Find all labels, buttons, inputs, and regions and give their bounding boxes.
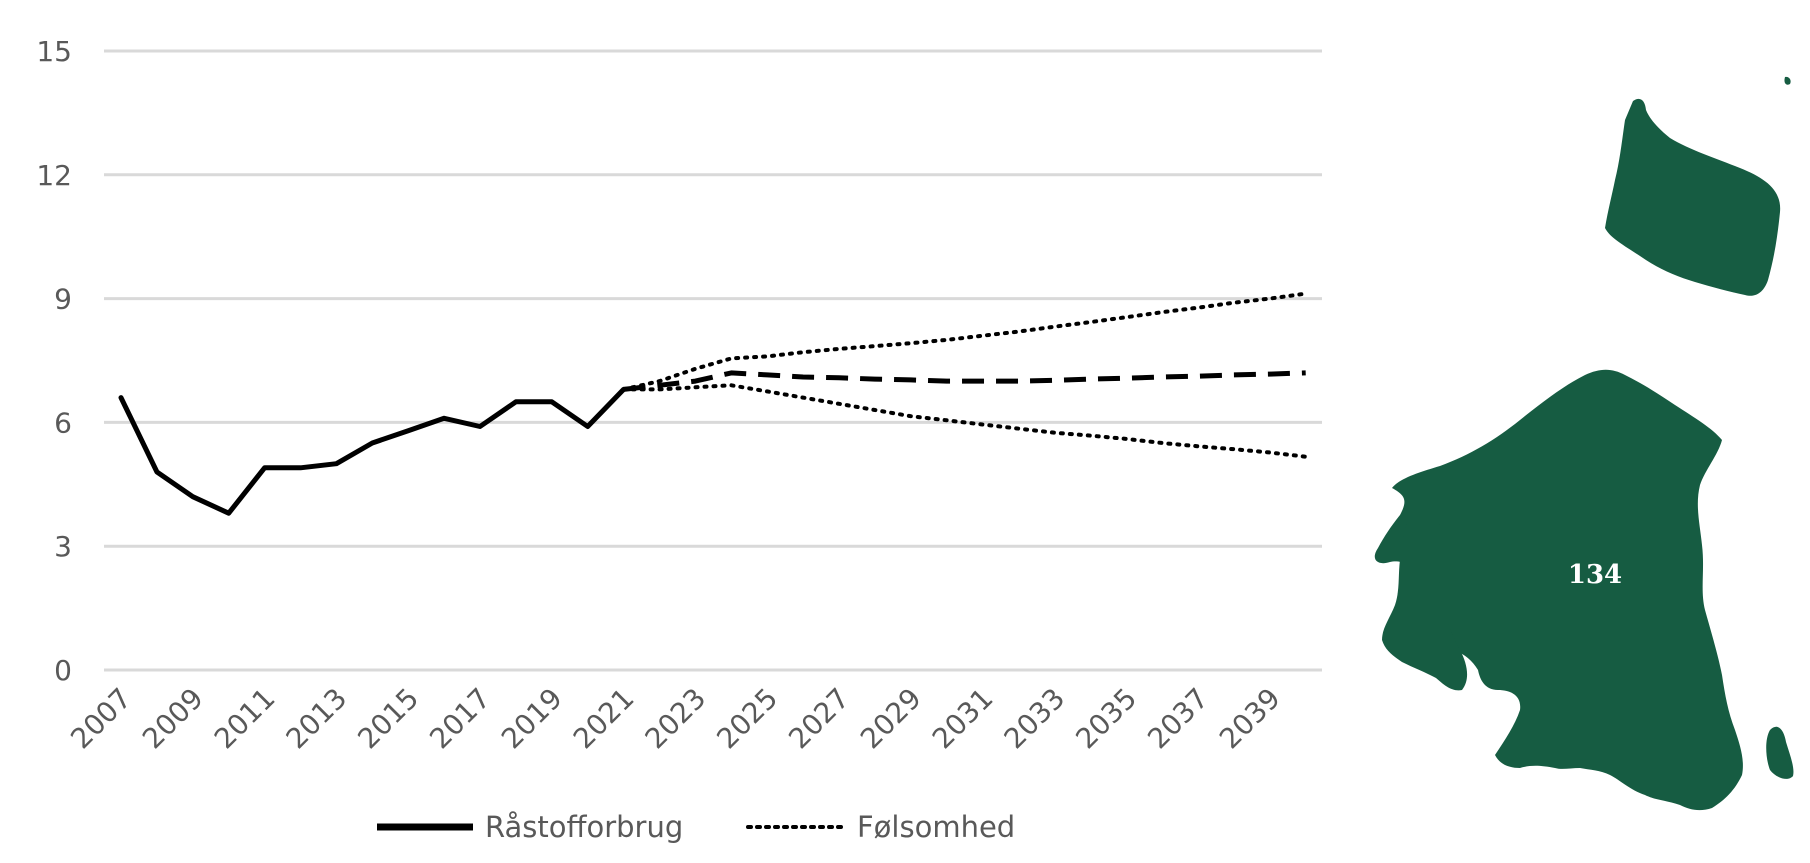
y-axis-ticks: 0 3 6 9 12 15	[36, 35, 72, 687]
series-group	[118, 291, 1308, 516]
x-tick-label: 2031	[926, 682, 1000, 756]
x-tick-label: 2007	[64, 682, 138, 756]
y-tick-label: 3	[54, 530, 72, 563]
x-axis-ticks: 2007200920112013201520172019202120232025…	[64, 682, 1287, 756]
map-region-islet	[1784, 76, 1791, 85]
x-tick-label: 2023	[639, 682, 713, 756]
map-region-tip-islet	[1766, 726, 1794, 779]
x-tick-label: 2039	[1213, 682, 1287, 756]
map-region-label: 134	[1568, 560, 1622, 590]
x-tick-label: 2019	[495, 682, 569, 756]
series-line-dotted-2	[621, 291, 1308, 392]
map-region-peninsula	[1382, 517, 1468, 691]
y-tick-label: 9	[54, 283, 72, 316]
x-tick-label: 2033	[998, 682, 1072, 756]
y-tick-label: 15	[36, 35, 72, 68]
x-tick-label: 2027	[782, 682, 856, 756]
legend-label-rastofforbrug: Råstofforbrug	[485, 810, 683, 844]
x-tick-label: 2013	[280, 682, 354, 756]
x-tick-label: 2035	[1069, 682, 1143, 756]
x-tick-label: 2011	[208, 682, 282, 756]
series-line-dashed-1	[623, 370, 1306, 392]
legend: Råstofforbrug Følsomhed	[377, 810, 1015, 844]
x-tick-label: 2025	[710, 682, 784, 756]
x-tick-label: 2037	[1141, 682, 1215, 756]
series-line-solid-0	[118, 386, 627, 516]
series-line-dotted-3	[621, 383, 1308, 459]
map-region-main	[1374, 369, 1743, 811]
map-region-island-small	[1605, 98, 1781, 296]
grid-lines	[104, 49, 1322, 672]
x-tick-label: 2009	[136, 682, 210, 756]
x-tick-label: 2015	[351, 682, 425, 756]
y-tick-label: 6	[54, 406, 72, 439]
legend-label-folsomhed: Følsomhed	[857, 810, 1015, 844]
y-tick-label: 12	[36, 159, 72, 192]
y-tick-label: 0	[54, 654, 72, 687]
x-tick-label: 2021	[567, 682, 641, 756]
x-tick-label: 2017	[423, 682, 497, 756]
x-tick-label: 2029	[854, 682, 928, 756]
map-bornholm: 134	[1374, 76, 1794, 811]
